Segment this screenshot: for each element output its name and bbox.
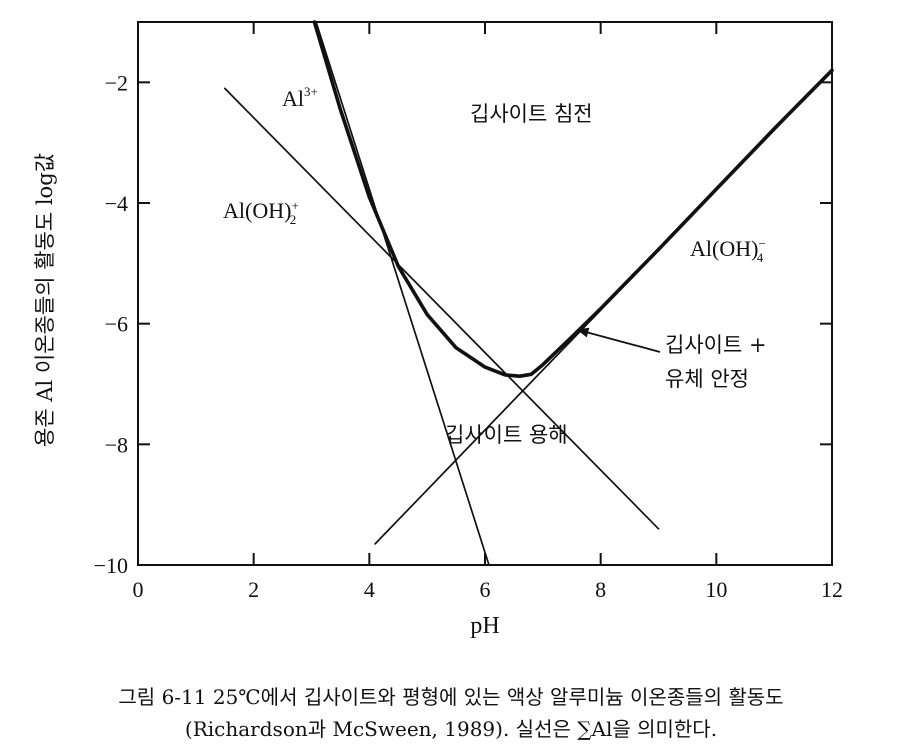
series-lines — [223, 20, 834, 566]
y-tick-label: −4 — [105, 191, 128, 216]
x-tick-label: 10 — [705, 577, 727, 602]
x-tick-label: 4 — [364, 577, 375, 602]
x-tick-label: 6 — [480, 577, 491, 602]
annotation-arrow — [576, 327, 661, 353]
y-tick-label: −6 — [105, 312, 128, 337]
chart: −2 −4 −6 −8 −10 0 2 4 6 8 10 12 pH 용존 Al 이온종들의 활동도… — [33, 20, 843, 639]
annotation-stable-line1: 깁사이트 + — [665, 333, 767, 357]
y-axis-title: 용존 Al 이온종들의 활동도 log값 — [33, 153, 57, 447]
series-line-aloh2 — [223, 87, 660, 530]
y-axis-ticks: −2 −4 −6 −8 −10 — [94, 70, 832, 578]
figure-caption-line2: (Richardson과 McSween, 1989). 실선은 ∑Al을 의미… — [184, 717, 718, 741]
y-tick-label: −8 — [105, 432, 128, 457]
x-tick-label: 2 — [248, 577, 259, 602]
annotation-dissolution: 깁사이트 용해 — [445, 423, 568, 447]
x-tick-label: 8 — [595, 577, 606, 602]
series-line-al3 — [315, 21, 490, 566]
y-tick-label: −10 — [94, 553, 128, 578]
series-line-total-al — [312, 20, 834, 379]
figure-caption-line1: 그림 6-11 25℃에서 깁사이트와 평형에 있는 액상 알루미늄 이온종들의… — [118, 685, 784, 709]
label-al3: Al3+ — [282, 84, 318, 111]
label-aloh2: Al(OH)+ 2 — [223, 198, 299, 227]
label-aloh4: Al(OH)− 4 — [690, 236, 766, 265]
annotation-precipitation: 깁사이트 침전 — [470, 102, 593, 126]
x-tick-label: 0 — [133, 577, 144, 602]
x-axis-ticks: 0 2 4 6 8 10 12 — [133, 22, 843, 602]
x-axis-title: pH — [470, 613, 499, 639]
y-tick-label: −2 — [105, 70, 128, 95]
x-tick-label: 12 — [821, 577, 843, 602]
annotation-stable-line2: 유체 안정 — [665, 367, 749, 391]
